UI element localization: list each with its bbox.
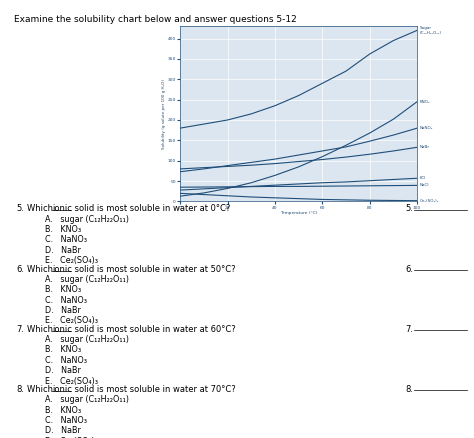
Text: Ce₂(SO₄)₃: Ce₂(SO₄)₃ [420,199,439,203]
Text: B.   KNO₃: B. KNO₃ [45,346,81,354]
Text: 8.: 8. [17,385,25,394]
Text: Sugar
(C₁₂H₂₂O₁₁): Sugar (C₁₂H₂₂O₁₁) [420,26,442,35]
Text: NaBr: NaBr [420,145,430,149]
Text: 5.: 5. [405,204,413,213]
Text: Which: Which [27,385,56,394]
Text: NaNO₃: NaNO₃ [420,126,433,130]
Text: solid is most soluble in water at 0°C?: solid is most soluble in water at 0°C? [72,204,230,213]
Text: C.   NaNO₃: C. NaNO₃ [45,356,87,365]
Text: Which: Which [27,204,56,213]
Text: A.   sugar (C₁₂H₂₂O₁₁): A. sugar (C₁₂H₂₂O₁₁) [45,215,129,224]
Text: E.   Ce₂(SO₄)₃: E. Ce₂(SO₄)₃ [45,256,98,265]
Text: B.   KNO₃: B. KNO₃ [45,406,81,415]
Text: A.   sugar (C₁₂H₂₂O₁₁): A. sugar (C₁₂H₂₂O₁₁) [45,335,129,344]
Text: B.   KNO₃: B. KNO₃ [45,225,81,234]
Text: B.   KNO₃: B. KNO₃ [45,285,81,294]
Text: Which: Which [27,325,56,334]
Text: 5.: 5. [17,204,25,213]
Text: A.   sugar (C₁₂H₂₂O₁₁): A. sugar (C₁₂H₂₂O₁₁) [45,396,129,404]
Text: NaCl: NaCl [420,184,429,187]
Text: solid is most soluble in water at 60°C?: solid is most soluble in water at 60°C? [72,325,236,334]
Text: D.   NaBr: D. NaBr [45,427,81,435]
Text: 8.: 8. [405,385,413,394]
X-axis label: Temperature (°C): Temperature (°C) [280,211,318,215]
Text: E.   Ce₂(SO₄)₃: E. Ce₂(SO₄)₃ [45,437,98,438]
Text: 6.: 6. [405,265,413,274]
Text: C.   NaNO₃: C. NaNO₃ [45,296,87,304]
Text: ionic: ionic [52,204,72,213]
Text: KNO₃: KNO₃ [420,100,430,104]
Text: C.   NaNO₃: C. NaNO₃ [45,416,87,425]
Text: D.   NaBr: D. NaBr [45,366,81,375]
Text: solid is most soluble in water at 50°C?: solid is most soluble in water at 50°C? [72,265,236,274]
Text: Which: Which [27,265,56,274]
Text: KCl: KCl [420,176,426,180]
Text: 6.: 6. [17,265,25,274]
Y-axis label: Solubility (g solute per 100 g H₂O): Solubility (g solute per 100 g H₂O) [162,79,166,149]
Text: A.   sugar (C₁₂H₂₂O₁₁): A. sugar (C₁₂H₂₂O₁₁) [45,275,129,284]
Text: solid is most soluble in water at 70°C?: solid is most soluble in water at 70°C? [72,385,236,394]
Text: 7.: 7. [405,325,413,334]
Text: Examine the solubility chart below and answer questions 5-12: Examine the solubility chart below and a… [14,15,297,24]
Text: ionic: ionic [52,265,72,274]
Text: D.   NaBr: D. NaBr [45,306,81,315]
Text: E.   Ce₂(SO₄)₃: E. Ce₂(SO₄)₃ [45,377,98,385]
Text: C.   NaNO₃: C. NaNO₃ [45,235,87,244]
Text: E.   Ce₂(SO₄)₃: E. Ce₂(SO₄)₃ [45,316,98,325]
Text: 7.: 7. [17,325,25,334]
Text: ionic: ionic [52,325,72,334]
Text: D.   NaBr: D. NaBr [45,246,81,255]
Text: ionic: ionic [52,385,72,394]
